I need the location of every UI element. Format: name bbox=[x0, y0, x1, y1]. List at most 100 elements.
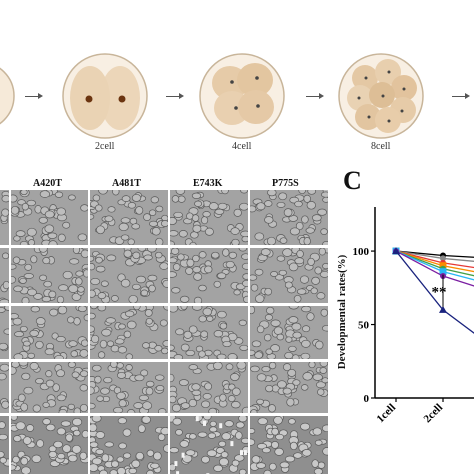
embryo-cell bbox=[2, 280, 9, 290]
embryo-cell bbox=[266, 306, 275, 315]
embryo-cell bbox=[49, 308, 59, 317]
embryo-cell bbox=[305, 227, 315, 234]
embryo-cell bbox=[73, 407, 82, 413]
embryo-cell bbox=[11, 464, 17, 471]
embryo-cell bbox=[95, 431, 106, 439]
embryo-cell bbox=[233, 208, 242, 217]
debris-fragment bbox=[174, 461, 178, 467]
embryo-cell bbox=[213, 330, 224, 338]
embryo-cell bbox=[243, 295, 248, 303]
embryo-cell bbox=[127, 238, 135, 245]
embryo-cell bbox=[90, 402, 96, 410]
embryo-cells bbox=[11, 190, 88, 245]
embryo-cell bbox=[35, 378, 44, 385]
embryo-cell bbox=[35, 317, 46, 326]
embryo-cell bbox=[315, 381, 326, 389]
embryo-cell bbox=[198, 251, 207, 259]
embryo-cell bbox=[294, 200, 303, 208]
embryo-cell bbox=[302, 372, 313, 381]
embryo-cell bbox=[264, 216, 274, 224]
embryo-cell bbox=[228, 383, 236, 391]
embryo-cell bbox=[65, 433, 74, 442]
embryo-cell bbox=[171, 403, 182, 413]
embryo-cell bbox=[225, 260, 235, 269]
embryo-cell bbox=[113, 406, 124, 413]
embryo-cell bbox=[0, 433, 8, 441]
embryo-cell bbox=[203, 416, 212, 421]
embryo-cell bbox=[218, 440, 227, 448]
embryo-cell bbox=[118, 442, 127, 450]
embryo-cell bbox=[67, 403, 75, 410]
embryo-cell bbox=[191, 389, 202, 396]
embryo-cell bbox=[145, 387, 154, 396]
embryo-micrograph-tile bbox=[0, 362, 9, 413]
embryo-cell bbox=[99, 339, 108, 349]
embryo-cell bbox=[216, 353, 227, 359]
embryo-cell bbox=[279, 237, 288, 244]
significance-label: ** bbox=[432, 285, 447, 301]
embryo-cell bbox=[278, 192, 288, 201]
embryo-cell bbox=[62, 270, 73, 280]
embryo-cell bbox=[145, 380, 155, 388]
embryo-cell bbox=[300, 352, 311, 359]
embryo-micrograph-tile bbox=[90, 248, 168, 303]
embryo-cell bbox=[33, 293, 43, 300]
embryo-cell bbox=[80, 204, 88, 212]
debris-fragment bbox=[195, 416, 199, 422]
embryo-cell bbox=[287, 368, 297, 377]
embryo-cell bbox=[77, 286, 85, 293]
embryo-cell bbox=[54, 354, 65, 359]
embryo-cell bbox=[13, 353, 24, 359]
embryo-cell bbox=[264, 314, 273, 321]
embryo-cell bbox=[314, 266, 322, 275]
embryo-cell bbox=[48, 450, 58, 458]
embryo-cell bbox=[173, 211, 183, 218]
embryo-cell bbox=[221, 190, 229, 195]
embryo-cell bbox=[286, 397, 295, 407]
embryo-cell bbox=[271, 441, 279, 449]
embryo-cell bbox=[250, 409, 258, 413]
embryo-cell bbox=[198, 284, 207, 292]
embryo-cell bbox=[54, 191, 64, 198]
embryo-cell bbox=[56, 427, 66, 436]
embryo-cell bbox=[56, 295, 65, 303]
stage-label-2cell: 2cell bbox=[95, 141, 115, 152]
embryo-cell bbox=[32, 404, 41, 413]
embryo-cell bbox=[92, 194, 101, 202]
embryo-cell bbox=[170, 257, 178, 264]
embryo-cell bbox=[228, 251, 237, 259]
embryo-cell bbox=[218, 457, 229, 467]
embryo-cell bbox=[315, 340, 324, 350]
x-tick-label: 2cell bbox=[422, 402, 446, 426]
embryo-cell bbox=[213, 280, 222, 288]
embryo-cell bbox=[23, 386, 34, 395]
embryo-cell bbox=[116, 456, 125, 463]
embryo-cell bbox=[221, 432, 232, 441]
embryo-cell bbox=[208, 407, 218, 413]
embryo-cell bbox=[238, 468, 247, 474]
embryo-cell bbox=[318, 248, 326, 256]
embryo-cell bbox=[21, 372, 31, 381]
embryo-cell bbox=[321, 424, 328, 433]
embryo-cell bbox=[106, 254, 117, 262]
embryo-cell bbox=[19, 325, 28, 333]
embryo-micrograph-tile bbox=[170, 248, 248, 303]
embryo-cell bbox=[235, 431, 243, 440]
embryo-cell bbox=[293, 452, 303, 459]
embryo-cell bbox=[118, 222, 129, 232]
embryo-cell bbox=[192, 306, 203, 311]
embryo-micrograph-tile bbox=[90, 306, 168, 359]
embryo-cell bbox=[180, 306, 188, 311]
embryo-micrograph-tile bbox=[0, 248, 9, 303]
stage-arrow bbox=[452, 93, 470, 99]
embryo-cell bbox=[288, 418, 296, 425]
embryo-cells bbox=[11, 416, 88, 474]
embryo-cell bbox=[288, 306, 299, 310]
embryo-cell bbox=[231, 401, 241, 409]
embryo-cell bbox=[159, 319, 168, 327]
embryo-cell bbox=[283, 363, 292, 372]
embryo-cell bbox=[302, 325, 311, 333]
embryo-cell bbox=[170, 395, 177, 404]
embryo-micrograph-tile bbox=[250, 362, 328, 413]
